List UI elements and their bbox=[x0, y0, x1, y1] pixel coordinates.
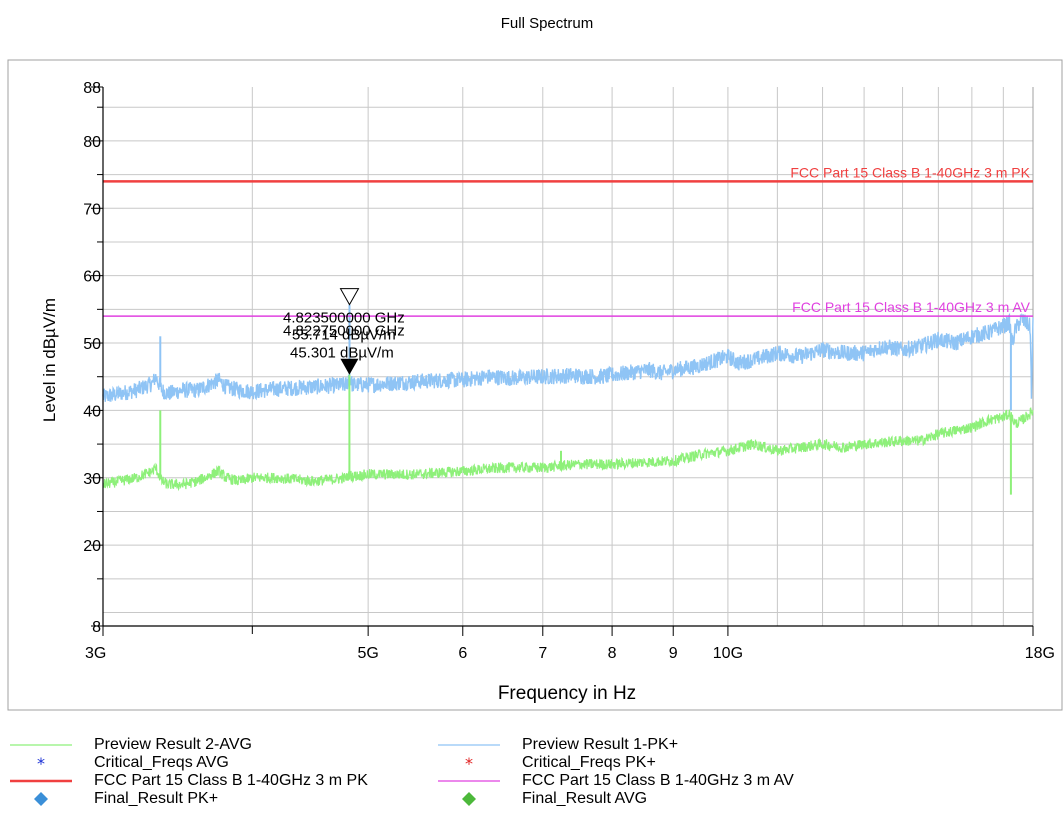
marker-open-triangle bbox=[339, 288, 360, 306]
y-tick-label: 50 bbox=[83, 336, 101, 353]
svg-text:*: * bbox=[37, 754, 45, 772]
legend-symbol-diamond bbox=[34, 792, 48, 806]
svg-text:*: * bbox=[465, 754, 473, 772]
x-tick-label: 10G bbox=[713, 645, 743, 662]
legend-symbol-line bbox=[438, 744, 500, 746]
legend-label: Final_Result PK+ bbox=[94, 790, 219, 807]
marker-freq-label: 4.823500000 GHz bbox=[283, 310, 405, 327]
x-tick-label: 7 bbox=[538, 645, 547, 662]
y-tick-label: 70 bbox=[83, 201, 101, 218]
legend-symbol-line-thick bbox=[10, 779, 72, 783]
legend: Preview Result 2-AVG Preview Result 1-PK+… bbox=[0, 736, 1064, 822]
legend-symbol-asterisk: * bbox=[465, 754, 473, 772]
limit-line-label: FCC Part 15 Class B 1-40GHz 3 m PK bbox=[790, 164, 1030, 180]
legend-label: FCC Part 15 Class B 1-40GHz 3 m AV bbox=[522, 772, 794, 789]
legend-symbol-asterisk: * bbox=[37, 754, 45, 772]
x-tick-label: 9 bbox=[669, 645, 678, 662]
y-tick-label: 80 bbox=[83, 134, 101, 151]
limit-lines: FCC Part 15 Class B 1-40GHz 3 m PK FCC Pa… bbox=[103, 164, 1033, 317]
chart-frame bbox=[7, 59, 1063, 711]
x-tick-label: 6 bbox=[458, 645, 467, 662]
legend-symbol-line bbox=[438, 780, 500, 782]
series-line-pk bbox=[102, 312, 1034, 402]
x-axis-label: Frequency in Hz bbox=[498, 683, 636, 704]
legend-label: Critical_Freqs AVG bbox=[94, 754, 229, 771]
marker-level-label: 45.301 dBµV/m bbox=[290, 345, 394, 362]
legend-label: FCC Part 15 Class B 1-40GHz 3 m PK bbox=[94, 772, 368, 789]
y-tick-label: 8 bbox=[92, 619, 101, 636]
x-tick-label: 5G bbox=[357, 645, 378, 662]
legend-label: Critical_Freqs PK+ bbox=[522, 754, 656, 771]
y-tick-label: 88 bbox=[83, 80, 101, 97]
marker-level-label: 55.714 dBµV/m bbox=[292, 327, 396, 344]
chart-title: Full Spectrum bbox=[501, 15, 594, 32]
marker-filled-triangle bbox=[340, 358, 359, 375]
y-tick-label: 40 bbox=[83, 403, 101, 420]
marker-freq-label: 4.822750000 GHz bbox=[283, 323, 405, 340]
spectrum-chart: Full Spectrum FCC Part 15 Class B 1-40GH… bbox=[7, 15, 1063, 711]
legend-label: Preview Result 1-PK+ bbox=[522, 736, 679, 753]
legend-symbol-diamond bbox=[462, 792, 476, 806]
y-axis-label: Level in dBµV/m bbox=[40, 298, 59, 422]
y-tick-label: 20 bbox=[83, 538, 101, 555]
x-tick-label: 18G bbox=[1025, 645, 1055, 662]
legend-label: Final_Result AVG bbox=[522, 790, 648, 807]
plot-area bbox=[103, 87, 1033, 626]
x-tick-label: 3G bbox=[85, 645, 106, 662]
axes: 8 20 30 40 50 60 70 80 88 3G 5G 6 7 8 9 10G 18G bbox=[83, 80, 1055, 662]
series-line-avg bbox=[102, 407, 1034, 492]
legend-symbol-line bbox=[10, 744, 72, 746]
y-tick-label: 60 bbox=[83, 269, 101, 286]
grid bbox=[102, 87, 1034, 626]
legend-label: Preview Result 2-AVG bbox=[94, 736, 252, 753]
y-tick-label: 30 bbox=[83, 471, 101, 488]
limit-line-label: FCC Part 15 Class B 1-40GHz 3 m AV bbox=[792, 299, 1030, 315]
x-tick-label: 8 bbox=[608, 645, 617, 662]
